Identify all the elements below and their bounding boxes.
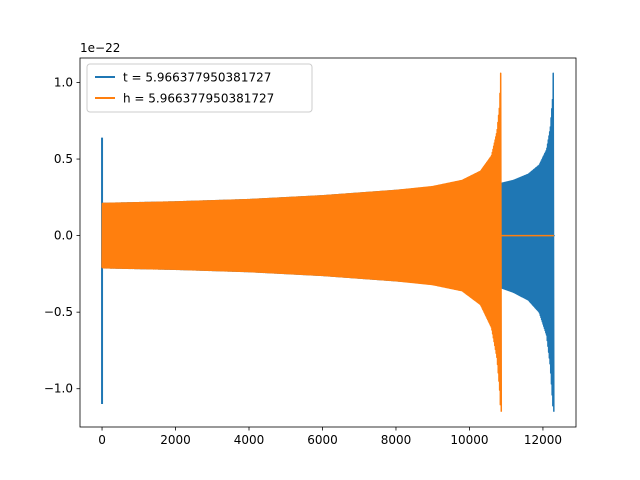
series-h [101,72,554,412]
y-offset-label: 1e−22 [80,41,120,55]
y-tick-label: 0.5 [54,152,73,166]
plot-area [101,72,555,412]
axes-frame [79,57,577,428]
y-axis: −1.0 −0.5 0.0 0.5 1.0 [44,75,80,396]
y-tick-label: 1.0 [54,75,73,89]
x-tick-label: 6000 [307,433,338,447]
legend-box [86,63,313,113]
x-tick-label: 8000 [381,433,412,447]
legend-label: h = 5.966377950381727 [123,92,274,106]
x-tick-label: 12000 [524,433,562,447]
x-tick-label: 10000 [450,433,488,447]
legend: t = 5.966377950381727 h = 5.9663779503817… [86,63,313,113]
legend-label: t = 5.966377950381727 [123,71,271,85]
series-line [101,72,503,412]
y-tick-label: −0.5 [44,305,73,319]
x-tick-label: 0 [98,433,106,447]
x-axis: 0 2000 4000 6000 8000 10000 12000 [98,427,562,447]
y-tick-label: −1.0 [44,382,73,396]
x-tick-label: 2000 [160,433,191,447]
y-tick-label: 0.0 [54,229,73,243]
x-tick-label: 4000 [234,433,265,447]
